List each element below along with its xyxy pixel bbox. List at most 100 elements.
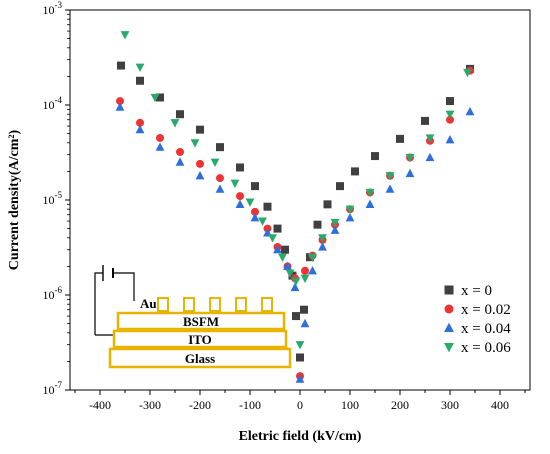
x-tick-label: 100	[341, 398, 359, 412]
data-point	[116, 97, 124, 106]
data-point	[323, 200, 332, 209]
data-point	[235, 199, 245, 208]
data-point	[273, 224, 282, 233]
data-point	[445, 110, 455, 120]
data-point	[385, 172, 395, 181]
data-point	[251, 207, 259, 216]
data-point	[136, 76, 144, 85]
series-layer	[115, 31, 475, 383]
device-inset: Au BSFM ITO Glass	[94, 265, 292, 369]
data-point	[251, 182, 259, 191]
data-point	[463, 68, 472, 78]
data-point	[446, 97, 454, 106]
data-point	[245, 198, 255, 207]
data-point	[421, 116, 429, 125]
series-x-0-06	[120, 31, 472, 350]
legend: x = 0 x = 0.02 x = 0.04 x = 0.06	[444, 283, 511, 356]
label-au: Au	[140, 296, 157, 311]
data-point	[195, 170, 205, 180]
data-point	[215, 184, 225, 193]
data-point	[170, 119, 180, 128]
label-bsfm: BSFM	[183, 314, 219, 329]
series-x-0-04	[115, 102, 475, 383]
data-point	[285, 269, 295, 278]
data-point	[300, 318, 310, 328]
data-point	[150, 93, 160, 103]
data-point	[351, 167, 359, 176]
data-point	[283, 261, 292, 271]
data-point	[155, 142, 165, 151]
data-point	[268, 234, 277, 243]
legend-label: x = 0.02	[461, 302, 511, 318]
data-point	[278, 253, 287, 262]
legend-label: x = 0.04	[461, 321, 511, 337]
data-point	[156, 133, 164, 142]
data-point	[336, 182, 344, 191]
au-electrodes	[157, 297, 273, 312]
layer-ito	[112, 329, 288, 349]
data-point	[135, 63, 145, 72]
data-point	[230, 179, 240, 189]
au-pad	[157, 297, 169, 312]
y-tick-label: 10-7	[43, 380, 63, 397]
data-point	[290, 282, 300, 292]
label-ito: ITO	[188, 332, 212, 347]
data-point	[176, 110, 184, 119]
data-point	[295, 341, 305, 350]
data-point	[236, 192, 244, 201]
data-point	[444, 304, 454, 314]
y-axis: 10-7 10-6 10-5 10-4 10-3	[43, 0, 70, 397]
data-point	[175, 157, 185, 166]
data-point	[216, 174, 224, 183]
data-point	[210, 158, 220, 167]
data-point	[444, 342, 454, 353]
data-point	[263, 202, 272, 211]
data-point	[136, 118, 144, 127]
data-point	[250, 212, 260, 222]
data-point	[345, 205, 355, 215]
au-pad	[261, 297, 273, 312]
data-point	[120, 31, 130, 40]
legend-label: x = 0.06	[461, 340, 511, 356]
x-tick-label: 0	[297, 398, 303, 412]
data-point	[396, 134, 404, 143]
data-point	[196, 159, 204, 168]
data-point	[156, 93, 164, 102]
y-tick-label: 10-6	[43, 285, 63, 302]
x-tick-label: -400	[89, 398, 111, 412]
data-point	[135, 124, 145, 134]
data-point	[371, 152, 379, 161]
data-point	[405, 168, 415, 178]
x-axis-title: Eletric field (kV/cm)	[239, 429, 362, 444]
data-point	[300, 305, 308, 314]
data-point	[308, 265, 317, 275]
data-point	[318, 234, 327, 243]
x-tick-label: -200	[189, 398, 211, 412]
data-point	[296, 353, 304, 362]
x-tick-label: -100	[239, 398, 261, 412]
y-tick-label: 10-3	[43, 0, 63, 17]
data-point	[308, 253, 317, 262]
data-point	[425, 152, 435, 162]
data-point	[258, 217, 267, 226]
x-tick-label: -300	[139, 398, 161, 412]
data-point	[295, 374, 305, 383]
y-tick-label: 10-4	[43, 95, 63, 112]
legend-label: x = 0	[461, 283, 492, 299]
data-point	[190, 139, 200, 148]
layer-bsfm	[116, 311, 286, 331]
circuit-wire	[94, 272, 135, 335]
data-point	[313, 220, 322, 229]
label-glass: Glass	[185, 351, 215, 366]
data-point	[176, 148, 184, 157]
data-point	[444, 322, 454, 333]
data-point	[273, 244, 282, 254]
data-point	[445, 135, 455, 144]
data-point	[115, 102, 125, 111]
data-point	[365, 199, 375, 208]
data-point	[196, 125, 204, 134]
data-point	[300, 274, 310, 284]
x-tick-label: 200	[391, 398, 409, 412]
layer-glass	[108, 347, 292, 369]
